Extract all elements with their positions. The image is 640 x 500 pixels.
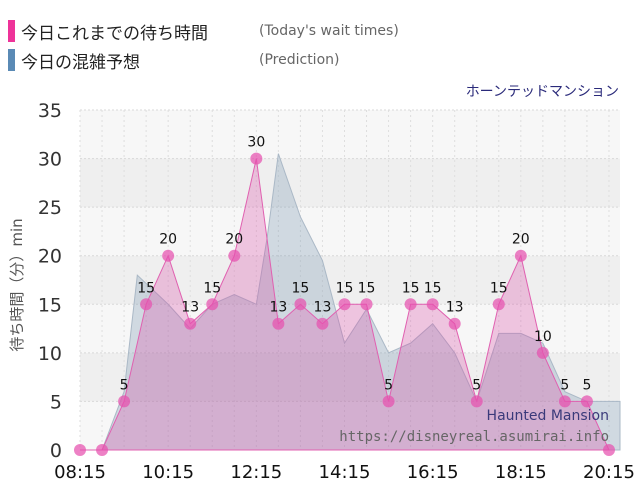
data-label: 5 [582, 377, 591, 393]
legend-actual-swatch [8, 20, 15, 42]
data-label: 13 [314, 300, 332, 316]
legend-prediction: 今日の混雑予想 (Prediction) [8, 47, 428, 73]
x-tick-label: 18:15 [495, 462, 547, 483]
actual-marker [338, 298, 351, 311]
actual-marker [470, 395, 483, 408]
x-tick-label: 20:15 [583, 462, 635, 483]
actual-marker [558, 395, 571, 408]
data-label: 15 [402, 280, 420, 296]
data-label: 15 [336, 280, 354, 296]
actual-marker [316, 317, 329, 330]
data-label: 20 [159, 232, 177, 248]
data-label: 20 [225, 232, 243, 248]
legend-actual: 今日これまでの待ち時間 (Today's wait times) [8, 18, 428, 44]
legend-prediction-subtitle: (Prediction) [259, 52, 340, 68]
legend-prediction-title: 今日の混雑予想 [21, 52, 140, 73]
actual-marker [250, 152, 263, 165]
prediction-area [80, 153, 621, 451]
data-label: 15 [490, 280, 508, 296]
data-label: 10 [534, 329, 552, 345]
actual-markers [74, 152, 615, 456]
actual-area [80, 158, 610, 451]
series-areas [80, 153, 621, 451]
data-label: 20 [512, 232, 530, 248]
legend-prediction-swatch [8, 49, 15, 71]
y-tick-label: 30 [38, 149, 62, 171]
data-label: 15 [424, 280, 442, 296]
data-label: 13 [446, 300, 464, 316]
plot-band [80, 401, 620, 450]
actual-marker [228, 249, 241, 262]
actual-marker [360, 298, 373, 311]
actual-marker [272, 317, 285, 330]
actual-marker [74, 444, 86, 456]
actual-marker [96, 444, 109, 456]
actual-marker [206, 298, 219, 311]
data-label: 5 [120, 377, 129, 393]
data-label: 5 [384, 377, 393, 393]
x-axis-ticks: 08:15 10:15 12:15 14:15 16:15 18:15 20:15 [54, 462, 635, 483]
legend-actual-subtitle: (Today's wait times) [259, 23, 399, 39]
actual-marker [536, 346, 549, 359]
watermark-url: https://disneyreal.asumirai.info [339, 429, 609, 445]
y-axis-ticks: 0 5 10 15 20 25 30 35 [38, 100, 62, 462]
y-tick-label: 25 [38, 197, 62, 219]
y-tick-label: 5 [50, 391, 62, 413]
data-label: 15 [203, 280, 221, 296]
plot-band [80, 207, 620, 256]
actual-marker [382, 395, 395, 408]
y-tick-label: 10 [38, 343, 62, 365]
actual-marker [118, 395, 131, 408]
plot-bands [80, 110, 620, 450]
y-tick-label: 0 [50, 440, 62, 462]
x-tick-label: 10:15 [142, 462, 194, 483]
x-tick-label: 16:15 [407, 462, 459, 483]
actual-marker [140, 298, 153, 311]
data-label: 15 [358, 280, 376, 296]
data-label: 5 [560, 377, 569, 393]
plot-band [80, 110, 620, 159]
actual-marker [162, 249, 175, 262]
actual-marker [448, 317, 461, 330]
y-axis-label: 待ち時間（分）min [8, 218, 26, 351]
data-label: 13 [181, 300, 199, 316]
actual-marker [294, 298, 307, 311]
actual-marker [404, 298, 417, 311]
watermark-name: Haunted Mansion [487, 408, 609, 424]
attraction-name: ホーンテッドマンション [466, 84, 619, 100]
data-label: 15 [291, 280, 309, 296]
actual-marker [514, 249, 527, 262]
actual-marker [492, 298, 505, 311]
actual-marker [602, 444, 615, 456]
x-tick-label: 12:15 [230, 462, 282, 483]
y-tick-label: 15 [38, 294, 62, 316]
plot-band [80, 158, 620, 208]
data-label: 5 [472, 377, 481, 393]
x-tick-label: 14:15 [319, 462, 371, 483]
plot-band [80, 304, 620, 353]
actual-marker [426, 298, 439, 311]
actual-marker [184, 317, 197, 330]
data-label: 15 [137, 280, 155, 296]
data-label: 13 [269, 300, 287, 316]
x-tick-label: 08:15 [54, 462, 106, 483]
y-tick-label: 35 [38, 100, 62, 122]
y-tick-label: 20 [38, 246, 62, 268]
actual-marker [580, 395, 593, 408]
legend-actual-title: 今日これまでの待ち時間 [21, 23, 208, 44]
data-label: 30 [247, 135, 265, 151]
plot-band [80, 352, 620, 402]
